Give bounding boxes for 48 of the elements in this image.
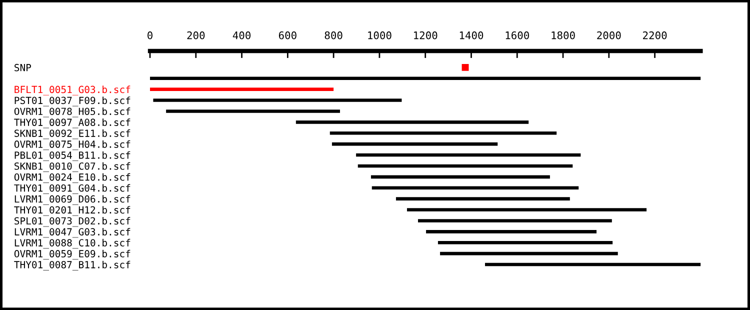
y-tick-label: OVRM1_0024_E10.b.scf (14, 173, 130, 183)
y-tick-label: SPL01_0073_D02.b.scf (14, 217, 130, 227)
x-tick-label: 1400 (460, 31, 484, 40)
y-tick-label: THY01_0201_H12.b.scf (14, 206, 130, 216)
y-tick-label: SKNB1_0092_E11.b.scf (14, 129, 130, 140)
y-tick-label: OVRM1_0075_H04.b.scf (14, 140, 130, 150)
bar (166, 110, 340, 113)
y-tick-label: SKNB1_0010_C07.b.scf (14, 162, 130, 172)
x-tick-label: 1000 (368, 31, 392, 40)
x-tick-label: 2000 (597, 31, 621, 40)
x-tick-label: 0 (148, 31, 152, 40)
bar (153, 98, 402, 102)
x-tick-label: 200 (187, 31, 205, 40)
y-tick-label: PBL01_0054_B11.b.scf (14, 151, 130, 162)
x-tick-label: 1200 (414, 31, 438, 40)
bar (150, 76, 701, 80)
bar (358, 164, 573, 168)
bar (418, 219, 612, 222)
y-tick-label: BFLT1_0051_G03.b.scf (14, 86, 130, 96)
bar (372, 186, 579, 190)
bar (426, 230, 597, 234)
y-tick-label: SNP (14, 64, 32, 72)
bar (396, 197, 570, 200)
bar (438, 240, 613, 244)
y-tick-label: OVRM1_0059_E09.b.scf (14, 250, 130, 260)
y-tick-label: LVRM1_0069_D06.b.scf (14, 195, 130, 205)
bar (332, 142, 498, 146)
x-tick-label: 1600 (506, 31, 529, 40)
x-tick-label: 2200 (643, 31, 667, 40)
bar (356, 153, 581, 157)
bar (330, 131, 557, 135)
bar (406, 208, 647, 212)
bar (296, 120, 529, 124)
x-tick-label: 400 (232, 31, 251, 40)
y-tick-label: THY01_0087_B11.b.scf (14, 260, 130, 271)
y-tick-label: THY01_0097_A08.b.scf (14, 118, 130, 128)
y-tick-label: LVRM1_0047_G03.b.scf (14, 228, 130, 238)
x-tick-label: 1800 (552, 31, 575, 40)
bar (485, 262, 701, 266)
bar (440, 252, 618, 256)
bar (370, 175, 550, 179)
y-tick-label: LVRM1_0088_C10.b.scf (14, 238, 130, 249)
y-tick-label: OVRM1_0078_H05.b.scf (14, 108, 130, 118)
y-tick-label: THY01_0091_G04.b.scf (14, 184, 130, 194)
x-tick-label: 800 (324, 31, 342, 40)
x-tick-label: 600 (278, 31, 296, 40)
bar (150, 88, 334, 91)
y-tick-label: PST01_0037_F09.b.scf (14, 96, 130, 106)
